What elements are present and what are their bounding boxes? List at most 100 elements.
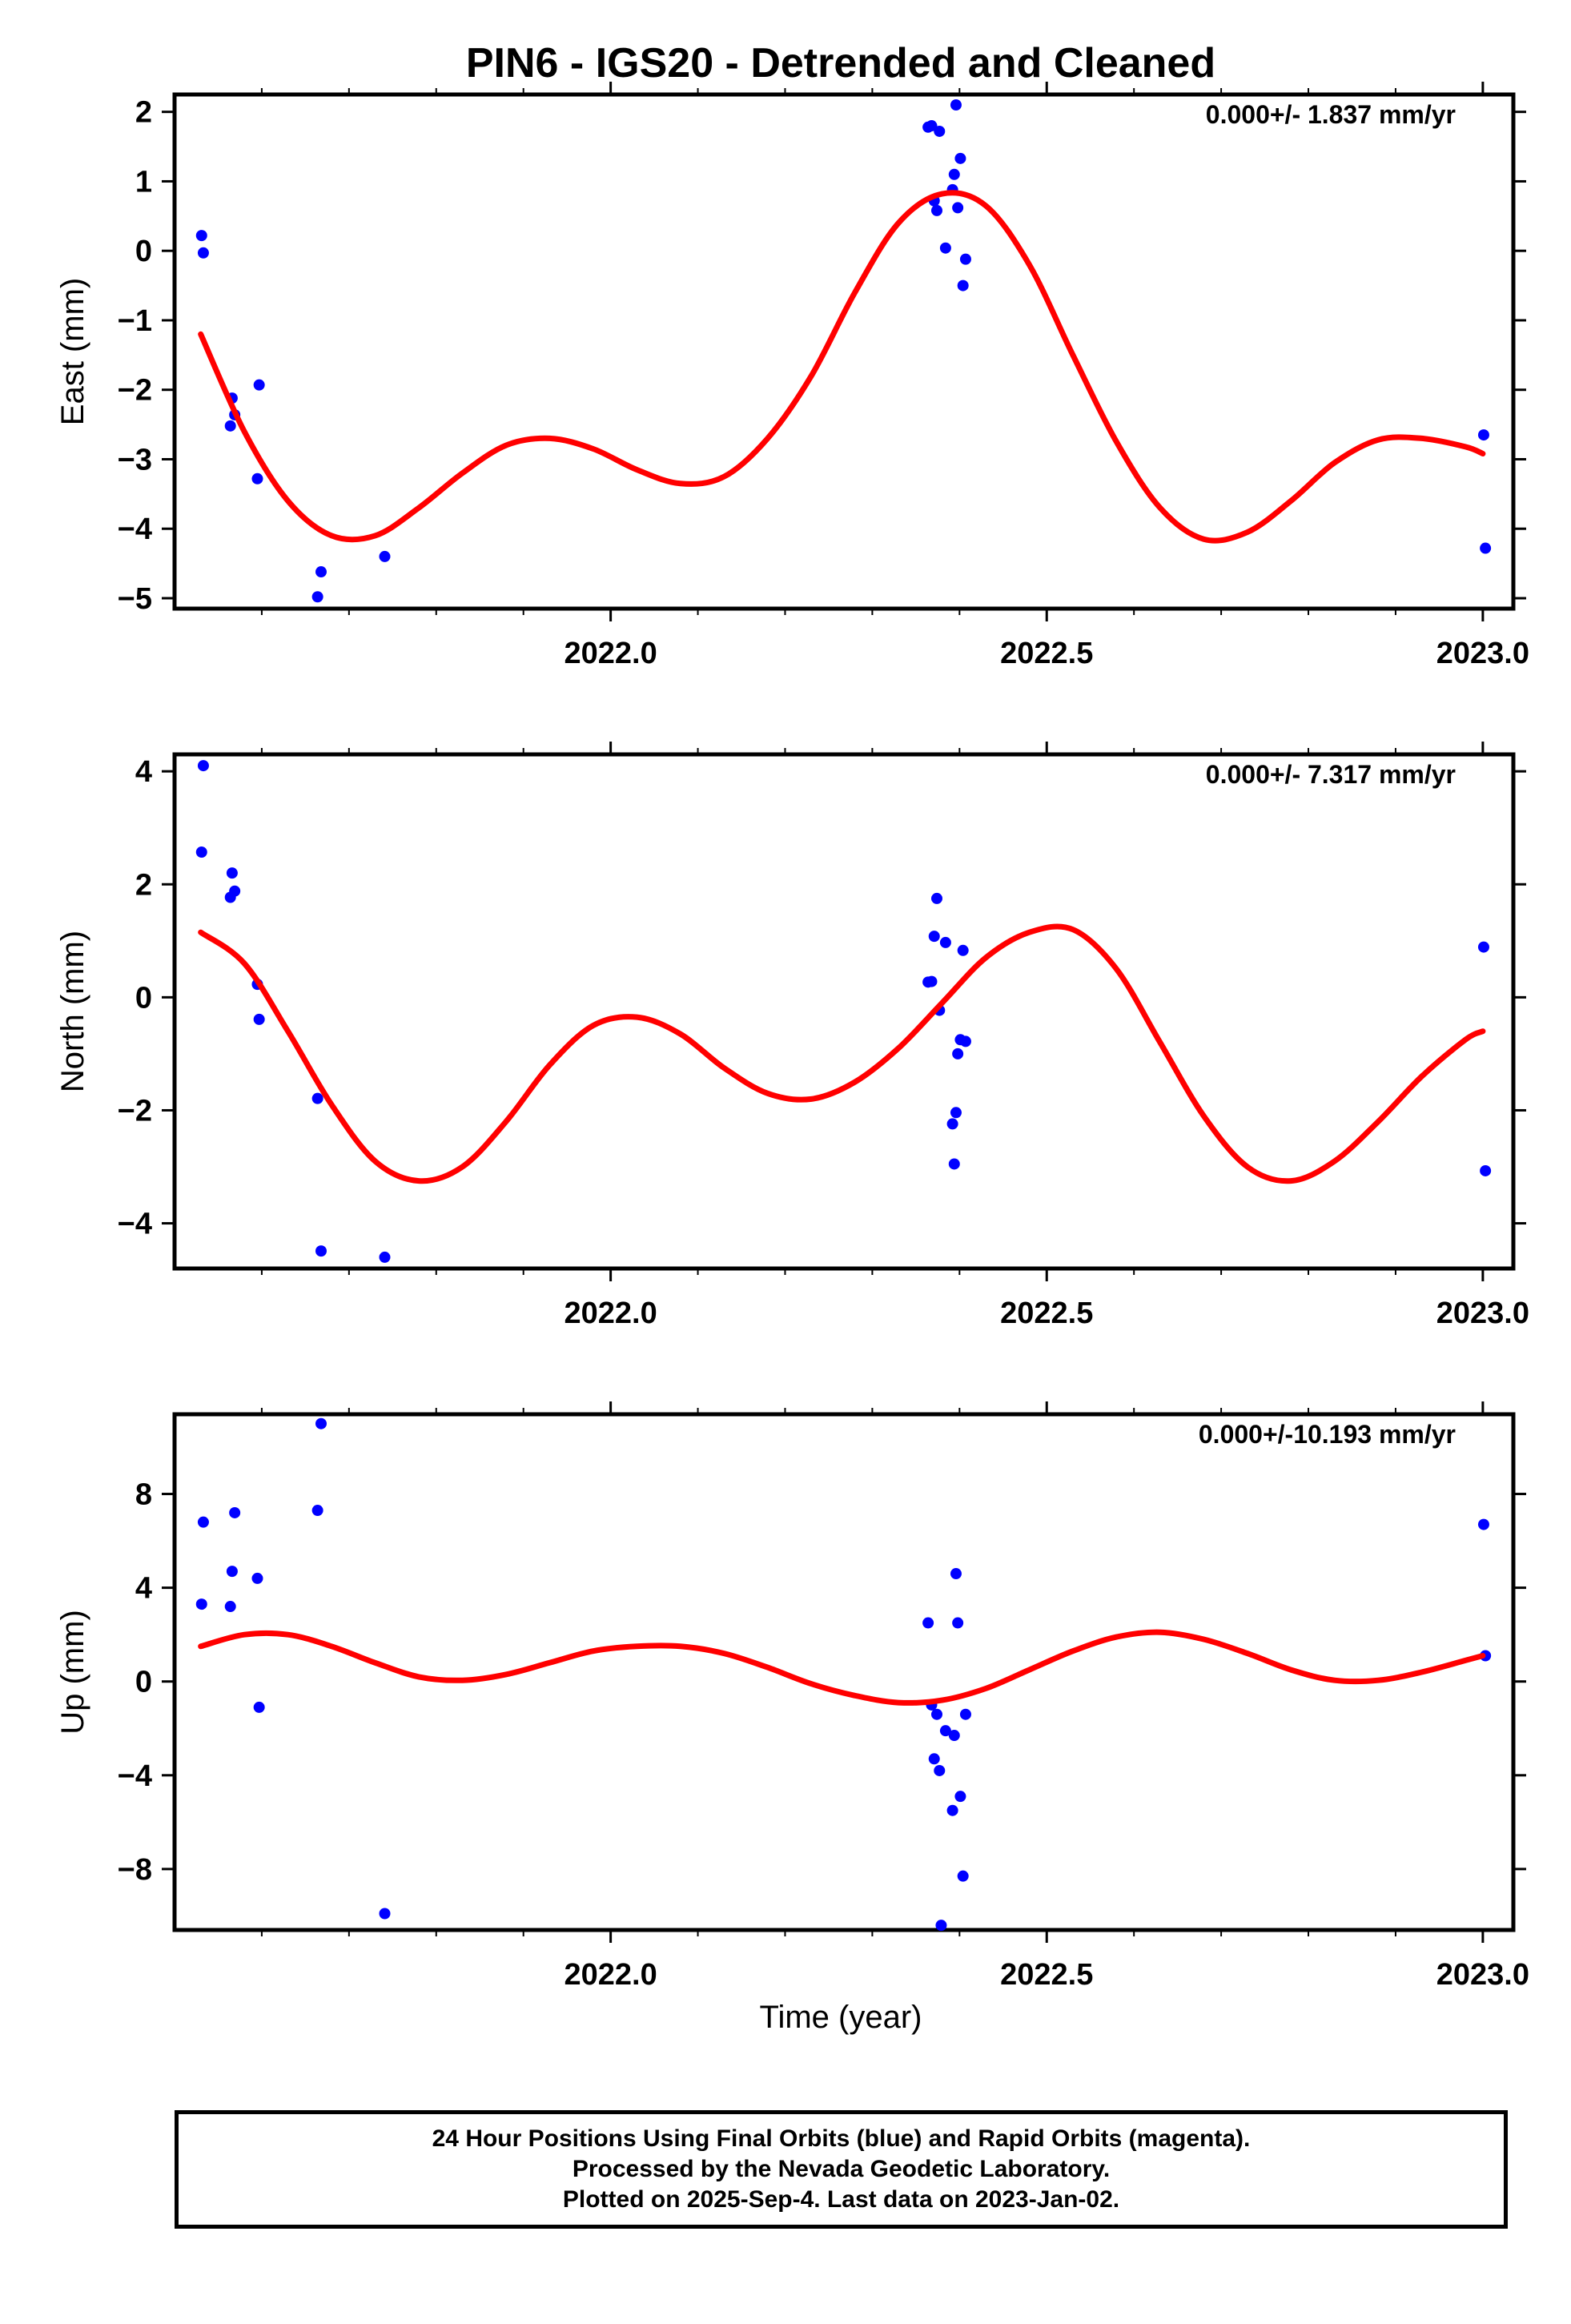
data-point — [926, 120, 938, 132]
data-point — [931, 1708, 943, 1720]
data-point — [952, 202, 964, 214]
data-point — [229, 885, 241, 897]
data-point — [1480, 1164, 1492, 1176]
y-tick-label: 8 — [135, 1478, 152, 1512]
data-point — [253, 379, 265, 391]
panel-up: 2022.0 2022.5 2023.0 8 4 0 −4 −8 Up (mm) 0.000+/-… — [55, 1401, 1529, 1992]
y-tick-label: 4 — [135, 755, 152, 789]
panel-east: 2022.0 2022.5 2023.0 2 1 0 −1 −2 −3 −4 −5 East (mm)… — [55, 82, 1529, 670]
x-tick-label: 2022.0 — [565, 1297, 657, 1330]
data-point — [948, 1730, 960, 1742]
data-point — [197, 760, 209, 772]
y-tick-label: 2 — [135, 96, 152, 130]
plot-frame-east — [172, 92, 1516, 611]
data-point — [197, 1516, 209, 1528]
data-point — [935, 1920, 947, 1932]
x-tick-label: 2022.5 — [1000, 1297, 1093, 1330]
data-point — [226, 1566, 238, 1578]
data-point — [954, 152, 966, 164]
data-point — [195, 846, 207, 858]
rate-label-up: 0.000+/-10.193 mm/yr — [1199, 1420, 1456, 1449]
data-point — [957, 279, 969, 292]
y-tick-label: 0 — [135, 1666, 152, 1699]
data-point — [315, 1417, 327, 1429]
y-tick-label: −2 — [118, 374, 152, 408]
data-point — [946, 1804, 958, 1816]
panels-group: 2022.0 2022.5 2023.0 2 1 0 −1 −2 −3 −4 −5 East (mm)… — [55, 82, 1529, 1992]
data-point — [1477, 941, 1489, 953]
data-point — [928, 931, 940, 943]
data-point — [931, 204, 943, 216]
data-point — [926, 975, 938, 987]
data-point — [957, 944, 969, 956]
panel-north: 2022.0 2022.5 2023.0 4 2 0 −2 −4 North (mm) 0.000… — [55, 742, 1529, 1330]
data-point — [959, 1708, 971, 1720]
data-point — [253, 1013, 265, 1025]
data-point — [946, 1118, 958, 1130]
caption-box: 24 Hour Positions Using Final Orbits (bl… — [175, 2110, 1508, 2229]
data-point — [1480, 542, 1492, 554]
y-tick-label: −8 — [118, 1853, 152, 1887]
y-tick-label: 1 — [135, 165, 152, 199]
y-tick-label: 4 — [135, 1572, 152, 1606]
x-tick-label: 2023.0 — [1436, 637, 1529, 670]
data-point — [224, 1601, 236, 1613]
data-point — [311, 1092, 323, 1104]
y-tick-label: −2 — [118, 1094, 152, 1128]
data-point — [229, 1506, 241, 1518]
caption-line-1: 24 Hour Positions Using Final Orbits (bl… — [432, 2125, 1251, 2152]
y-tick-label: −1 — [118, 304, 152, 338]
y-tick-label: −3 — [118, 443, 152, 476]
caption-line-2: Processed by the Nevada Geodetic Laborat… — [572, 2156, 1111, 2182]
x-axis-label: Time (year) — [760, 2000, 922, 2035]
chart-title: PIN6 - IGS20 - Detrended and Cleaned — [466, 40, 1215, 86]
x-tick-label: 2022.5 — [1000, 637, 1093, 670]
data-point — [195, 1598, 207, 1610]
data-point — [315, 1245, 327, 1257]
data-point — [950, 1107, 962, 1119]
data-point — [379, 550, 391, 562]
data-point — [253, 1701, 265, 1713]
data-point — [950, 99, 962, 111]
fit-curve-up — [198, 1629, 1486, 1706]
data-point — [197, 247, 209, 259]
data-point — [379, 1251, 391, 1263]
y-axis-label-north: North (mm) — [55, 931, 90, 1092]
data-point — [954, 1791, 966, 1803]
data-point — [311, 1505, 323, 1517]
data-point — [957, 1870, 969, 1882]
y-tick-label: 0 — [135, 235, 152, 268]
data-point — [948, 168, 960, 180]
data-point — [251, 1572, 263, 1584]
data-point — [934, 125, 946, 137]
data-point — [311, 591, 323, 603]
data-point — [931, 892, 943, 904]
y-tick-label: 2 — [135, 868, 152, 902]
data-point — [224, 420, 236, 432]
y-tick-label: −4 — [118, 1759, 152, 1793]
x-tick-label: 2022.0 — [565, 637, 657, 670]
x-tick-label: 2022.5 — [1000, 1958, 1093, 1992]
data-point — [251, 472, 263, 485]
data-point — [948, 1158, 960, 1170]
y-tick-label: −4 — [118, 513, 152, 546]
data-point — [934, 1764, 946, 1776]
y-axis-label-up: Up (mm) — [55, 1610, 90, 1735]
y-tick-label: −4 — [118, 1208, 152, 1241]
data-point — [952, 1617, 964, 1629]
data-point — [952, 1047, 964, 1059]
data-point — [922, 1617, 934, 1629]
data-point — [939, 936, 951, 948]
data-point — [379, 1908, 391, 1920]
x-tick-label: 2023.0 — [1436, 1297, 1529, 1330]
data-point — [939, 242, 951, 254]
data-point — [939, 1725, 951, 1737]
plot-frame-up — [172, 1412, 1516, 1932]
x-tick-label: 2023.0 — [1436, 1958, 1529, 1992]
plot-frame-north — [172, 752, 1516, 1271]
fit-curve-east — [198, 190, 1486, 544]
data-point — [959, 1035, 971, 1047]
x-tick-label: 2022.0 — [565, 1958, 657, 1992]
